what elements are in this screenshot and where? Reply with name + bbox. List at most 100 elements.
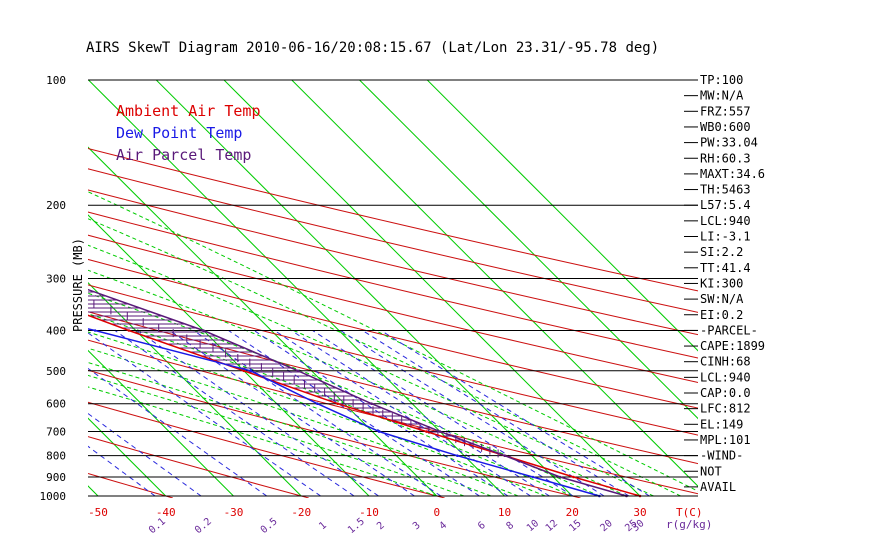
isotherm-line — [0, 80, 30, 496]
pressure-tick-label: 100 — [46, 74, 66, 87]
stat-entry: TP:100 — [700, 73, 743, 87]
dry-adiabat-line — [88, 258, 698, 409]
moist-adiabat-line — [88, 313, 573, 497]
series-point — [425, 430, 428, 433]
isotherm-line — [88, 349, 234, 497]
dry-adiabat-line — [88, 284, 698, 436]
dry-adiabat-line — [88, 401, 445, 498]
stat-entry: KI:300 — [700, 276, 743, 290]
dry-adiabat-line — [88, 189, 698, 336]
legend-entry: Dew Point Temp — [116, 124, 242, 142]
mixing-ratio-tick-label: 6 — [476, 520, 488, 532]
stat-entry: CAPE:1899 — [700, 339, 765, 353]
mixing-ratio-tick-label: 1.5 — [346, 516, 367, 536]
chart-title: AIRS SkewT Diagram 2010-06-16/20:08:15.6… — [86, 40, 659, 56]
isotherm-line — [155, 79, 573, 497]
plot-frame — [88, 79, 698, 497]
stat-entry: EL:149 — [700, 417, 743, 431]
stat-entry: TT:41.4 — [700, 261, 751, 275]
bottom-temp-tick-label: -20 — [291, 506, 311, 519]
series-point — [572, 475, 575, 479]
mixing-ratio-tick-label: 8 — [505, 520, 517, 532]
mixing-ratio-line — [88, 445, 156, 497]
series-point — [531, 475, 535, 479]
isotherm-line — [223, 79, 641, 497]
mixing-ratio-tick-label: 15 — [567, 518, 583, 534]
series-point — [316, 402, 319, 406]
mixing-ratio-tick-label: 12 — [544, 518, 560, 534]
stat-entry: EI:0.2 — [700, 308, 743, 322]
moist-adiabat-line — [88, 386, 437, 497]
stat-entry: -WIND- — [700, 449, 743, 463]
stat-entry: -PARCEL- — [700, 323, 758, 337]
dry-adiabat-line — [88, 148, 698, 292]
series-point — [336, 402, 340, 406]
pressure-tick-label: 500 — [46, 365, 66, 378]
bottom-temp-tick-label: 0 — [433, 506, 440, 519]
stat-entry: AVAIL — [700, 480, 736, 494]
series-point — [127, 329, 131, 332]
mixing-ratio-line — [193, 330, 442, 497]
isotherm-line — [291, 79, 698, 487]
moist-adiabat-line — [88, 269, 627, 497]
pressure-tick-label: 200 — [46, 199, 66, 212]
series-point — [93, 329, 97, 332]
series-point — [456, 454, 459, 458]
stat-entry: SW:N/A — [700, 292, 744, 306]
stat-entry: MPL:101 — [700, 433, 751, 447]
legend-entry: Air Parcel Temp — [116, 146, 251, 164]
series-point — [249, 369, 252, 373]
bottom-temp-tick-label: -50 — [88, 506, 108, 519]
series-point — [503, 454, 507, 458]
bottom-temp-tick-label: -40 — [156, 506, 176, 519]
dry-adiabat-line — [88, 234, 698, 383]
bottom-temp-tick-label: -30 — [224, 506, 244, 519]
dry-adiabat-line — [88, 311, 698, 465]
mixing-ratio-tick-label: 4 — [437, 520, 449, 532]
mixing-ratio-line — [88, 332, 321, 497]
stat-entry: TH:5463 — [700, 183, 751, 197]
mixing-ratio-line — [88, 412, 202, 497]
moist-adiabat-line — [88, 331, 546, 497]
stat-entry: CINH:68 — [700, 355, 751, 369]
series-point — [296, 369, 300, 373]
dry-adiabat-line — [88, 369, 581, 498]
moist-adiabat-line — [88, 244, 654, 497]
pressure-tick-label: 300 — [46, 272, 66, 285]
pressure-tick-label: 900 — [46, 471, 66, 484]
pressure-tick-label: 1000 — [40, 490, 67, 503]
mixing-ratio-unit: r(g/kg) — [666, 518, 712, 531]
moist-adiabat-line — [88, 191, 698, 492]
series-point — [242, 369, 246, 373]
moist-adiabat-line — [88, 218, 681, 497]
dry-adiabat-line — [88, 339, 698, 495]
mixing-ratio-line — [312, 330, 574, 497]
dry-adiabat-line — [88, 211, 698, 359]
legend-entry: Ambient Air Temp — [116, 102, 261, 120]
mixing-ratio-tick-label: 3 — [411, 520, 423, 532]
bottom-temp-tick-label: 20 — [566, 506, 579, 519]
stat-entry: LCL:940 — [700, 370, 751, 384]
series-point — [370, 402, 373, 406]
bottom-temp-tick-label: 10 — [498, 506, 511, 519]
isotherm-line — [359, 79, 698, 420]
isotherm-line — [88, 417, 167, 497]
isotherm-line — [426, 79, 698, 352]
series-point — [438, 430, 442, 433]
stat-entry: NOT — [700, 464, 722, 478]
stat-entry: RH:60.3 — [700, 151, 751, 165]
stat-entry: SI:2.2 — [700, 245, 743, 259]
moist-adiabat-line — [88, 347, 519, 497]
mixing-ratio-tick-label: 0.5 — [259, 516, 280, 536]
series-line — [88, 314, 641, 497]
mixing-ratio-tick-label: 2 — [375, 520, 387, 532]
stat-entry: MAXT:34.6 — [700, 167, 765, 181]
stat-entry: LFC:812 — [700, 402, 751, 416]
series-point — [202, 329, 205, 332]
moist-adiabat-line — [88, 361, 492, 497]
mixing-ratio-tick-label: 10 — [525, 518, 541, 534]
legend: Ambient Air Temp Dew Point Temp Air Parcel… — [116, 102, 261, 164]
